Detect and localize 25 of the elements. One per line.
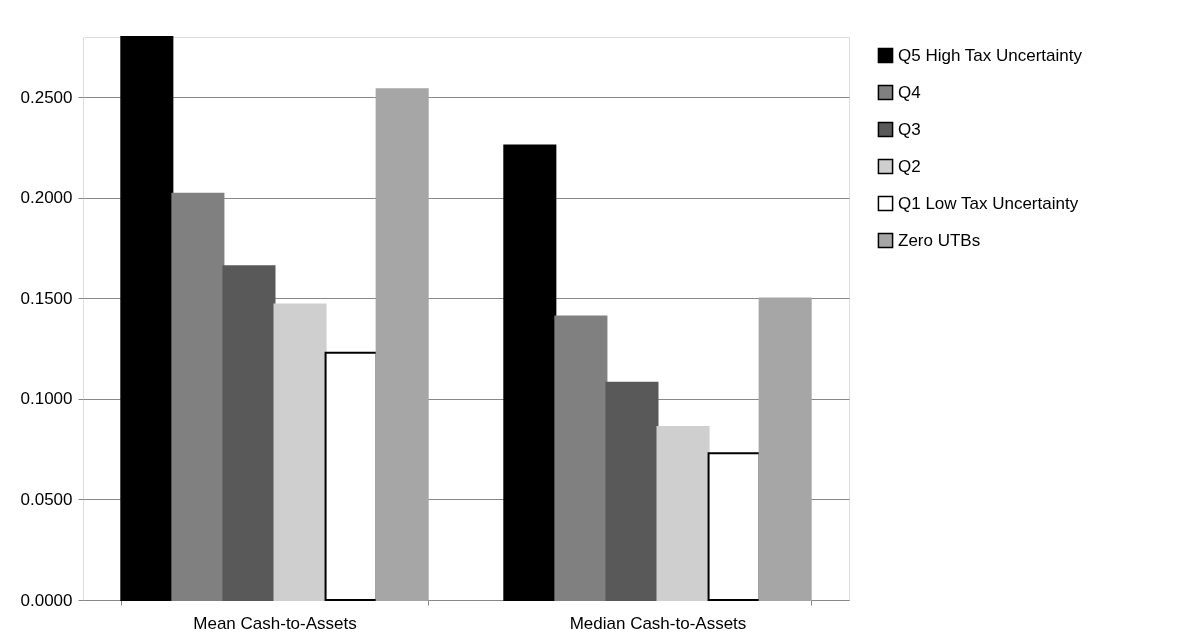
bar bbox=[758, 297, 812, 601]
y-tick-label: 0.0000 bbox=[20, 590, 73, 610]
bar bbox=[324, 351, 378, 601]
bar bbox=[222, 265, 276, 601]
x-tick-label: Mean Cash-to-Assets bbox=[193, 613, 357, 633]
legend-label: Q5 High Tax Uncertainty bbox=[898, 45, 1083, 65]
legend-label: Q2 bbox=[898, 156, 921, 176]
y-tick-label: 0.2500 bbox=[20, 87, 73, 107]
legend-label: Q1 Low Tax Uncertainty bbox=[898, 193, 1079, 213]
bar bbox=[120, 36, 174, 601]
x-tick-label: Median Cash-to-Assets bbox=[569, 613, 747, 633]
bar bbox=[503, 144, 557, 601]
y-tick-label: 0.1500 bbox=[20, 288, 73, 308]
bar bbox=[554, 315, 608, 601]
y-tick-label: 0.2000 bbox=[20, 188, 73, 208]
legend-label: Q4 bbox=[898, 82, 921, 102]
bar bbox=[273, 303, 327, 601]
bar bbox=[375, 88, 429, 601]
legend-label: Zero UTBs bbox=[898, 230, 981, 250]
bar bbox=[605, 381, 659, 601]
bar bbox=[656, 426, 710, 601]
legend-label: Q3 bbox=[898, 119, 921, 139]
y-tick-label: 0.1000 bbox=[20, 389, 73, 409]
bar bbox=[707, 452, 761, 601]
y-tick-label: 0.0500 bbox=[20, 489, 73, 509]
